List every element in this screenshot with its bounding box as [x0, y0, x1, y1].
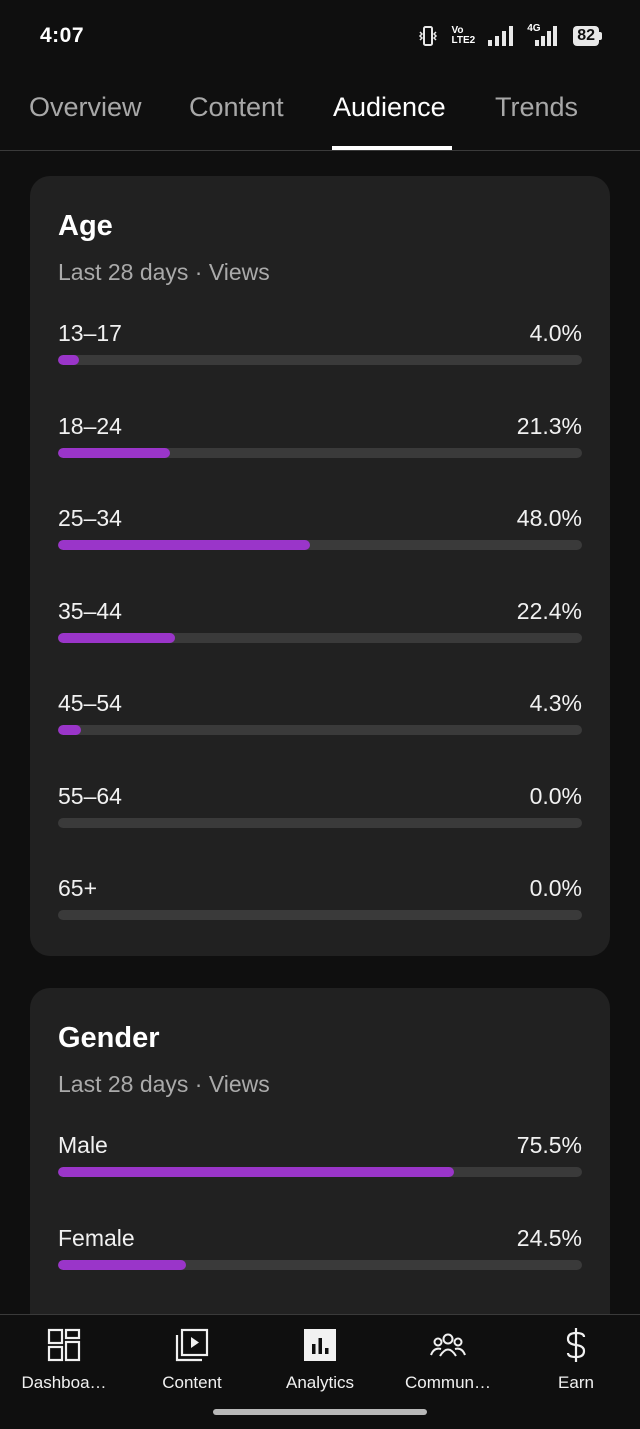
- age-card-subtitle: Last 28 days · Views: [58, 259, 270, 285]
- age-bar-track: [58, 633, 582, 643]
- tab-overview[interactable]: Overview: [29, 92, 142, 122]
- age-bar-track: [58, 540, 582, 550]
- age-row: 45–54 4.3%: [58, 690, 582, 740]
- nav-label: Commun…: [405, 1373, 491, 1392]
- vibrate-icon: [419, 26, 438, 46]
- nav-label: Content: [162, 1373, 222, 1392]
- age-bar-track: [58, 355, 582, 365]
- signal-icon: [488, 26, 514, 46]
- gender-card-subtitle: Last 28 days · Views: [58, 1071, 270, 1097]
- active-tab-indicator: [332, 146, 452, 150]
- age-row-label: 55–64: [58, 783, 122, 809]
- dashboard-icon: [47, 1328, 81, 1362]
- nav-analytics[interactable]: Analytics: [256, 1327, 384, 1407]
- gesture-bar[interactable]: [213, 1409, 427, 1415]
- age-row-value: 22.4%: [516, 598, 582, 624]
- gender-card: Gender Last 28 days · Views Male 75.5% F…: [30, 988, 610, 1348]
- age-row: 35–44 22.4%: [58, 598, 582, 648]
- nav-label: Dashboa…: [21, 1373, 107, 1392]
- age-row: 55–64 0.0%: [58, 783, 582, 833]
- age-bar-fill: [58, 633, 176, 643]
- age-row-label: 35–44: [58, 598, 122, 624]
- status-bar: 4:07 Vo LTE2 4G 82: [0, 0, 640, 72]
- tab-trends[interactable]: Trends: [495, 92, 579, 122]
- nav-label: Analytics: [285, 1373, 355, 1392]
- age-bar-track: [58, 448, 582, 458]
- nav-community[interactable]: Commun…: [384, 1327, 512, 1407]
- age-card: Age Last 28 days · Views 13–17 4.0% 18–2…: [30, 176, 610, 956]
- age-row: 18–24 21.3%: [58, 413, 582, 463]
- age-bar-fill: [58, 540, 310, 550]
- age-row: 13–17 4.0%: [58, 320, 582, 370]
- community-icon: [430, 1333, 466, 1357]
- network-type: 4G: [527, 23, 541, 34]
- age-row-value: 4.0%: [529, 320, 582, 346]
- nav-earn[interactable]: Earn: [512, 1327, 640, 1407]
- age-row-value: 21.3%: [516, 413, 582, 439]
- signal-4g-icon: [535, 26, 558, 46]
- age-bar-track: [58, 725, 582, 735]
- gender-row-value: 24.5%: [516, 1225, 582, 1251]
- battery-icon: 82: [573, 26, 602, 46]
- network-signal: 4G: [527, 23, 561, 47]
- volte-icon: Vo LTE2: [451, 26, 475, 46]
- gender-row-label: Male: [58, 1132, 108, 1158]
- gender-bar-track: [58, 1260, 582, 1270]
- gender-card-title: Gender: [58, 1022, 160, 1054]
- gender-row-label: Female: [58, 1225, 135, 1251]
- status-icons: Vo LTE2 4G 82: [417, 23, 602, 47]
- age-bar-fill: [58, 725, 81, 735]
- gender-row: Male 75.5%: [58, 1132, 582, 1182]
- age-bar-fill: [58, 448, 170, 458]
- gender-row: Female 24.5%: [58, 1225, 582, 1275]
- age-row-value: 0.0%: [529, 783, 582, 809]
- content-icon: [175, 1328, 209, 1362]
- nav-content[interactable]: Content: [128, 1327, 256, 1407]
- analytics-icon: [304, 1329, 336, 1361]
- status-time: 4:07: [40, 24, 85, 47]
- age-row: 25–34 48.0%: [58, 505, 582, 555]
- nav-dashboard[interactable]: Dashboa…: [0, 1327, 128, 1407]
- age-card-title: Age: [58, 210, 113, 242]
- gender-bar-fill: [58, 1167, 454, 1177]
- gender-row-value: 75.5%: [516, 1132, 582, 1158]
- age-row-label: 18–24: [58, 413, 122, 439]
- volte-line2: LTE2: [451, 35, 476, 46]
- age-bar-fill: [58, 355, 79, 365]
- dollar-icon: [566, 1328, 586, 1362]
- age-row-label: 45–54: [58, 690, 122, 716]
- age-row-value: 4.3%: [529, 690, 582, 716]
- tab-audience[interactable]: Audience: [333, 92, 446, 122]
- age-row-label: 13–17: [58, 320, 122, 346]
- age-bar-track: [58, 910, 582, 920]
- analytics-tabs: Overview Content Audience Trends: [0, 72, 640, 151]
- tab-content[interactable]: Content: [189, 92, 284, 122]
- age-row-value: 48.0%: [516, 505, 582, 531]
- age-row: 65+ 0.0%: [58, 875, 582, 925]
- age-row-value: 0.0%: [529, 875, 582, 901]
- age-row-label: 25–34: [58, 505, 122, 531]
- age-row-label: 65+: [58, 875, 98, 901]
- age-bar-track: [58, 818, 582, 828]
- battery-level: 82: [573, 26, 599, 46]
- battery-tip: [599, 32, 602, 40]
- nav-label: Earn: [558, 1373, 594, 1392]
- gender-bar-track: [58, 1167, 582, 1177]
- gender-bar-fill: [58, 1260, 187, 1270]
- volte-line1: Vo: [451, 25, 464, 36]
